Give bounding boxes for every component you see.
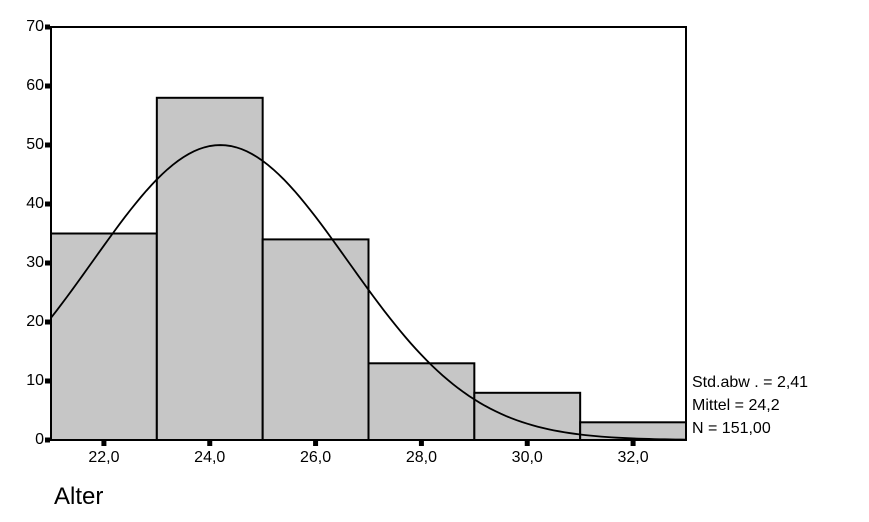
y-tick-mark [45,24,50,30]
x-tick-label: 26,0 [300,449,332,466]
y-tick-label: 0 [35,431,44,448]
y-tick-label: 40 [26,195,44,212]
y-tick-mark [45,83,50,89]
y-tick-label: 30 [26,254,44,271]
x-tick-mark [630,441,636,446]
y-tick-label: 70 [26,18,44,35]
x-axis-title: Alter [54,483,104,510]
y-tick-label: 10 [26,372,44,389]
x-tick-label: 24,0 [194,449,226,466]
y-tick-mark [45,260,50,266]
stat-line-stdabw: Std.abw . = 2,41 [692,374,809,391]
normal-curve [50,144,687,441]
x-tick-label: 22,0 [88,449,120,466]
histogram-bar [50,232,158,441]
y-tick-label: 60 [26,77,44,94]
histogram-bar [155,96,264,442]
x-tick-mark [207,441,213,446]
plot-frame [50,26,687,441]
x-tick-label: 32,0 [617,449,649,466]
stat-line-n: N = 151,00 [692,420,771,437]
x-tick-mark [524,441,530,446]
histogram-bar [367,362,476,441]
stats-annotation: Std.abw . = 2,41 Mittel = 24,2 N = 151,00 [692,371,808,440]
x-tick-label: 30,0 [511,449,543,466]
x-tick-mark [313,441,319,446]
x-tick-label: 28,0 [405,449,437,466]
histogram-bar [473,391,582,441]
stat-line-mittel: Mittel = 24,2 [692,397,780,414]
y-tick-mark [45,142,50,148]
y-tick-mark [45,319,50,325]
x-tick-mark [418,441,424,446]
y-tick-mark [45,378,50,384]
y-tick-mark [45,437,50,443]
histogram-bar [261,238,370,441]
y-tick-label: 50 [26,136,44,153]
x-tick-mark [101,441,107,446]
histogram-bar [579,421,688,441]
y-tick-mark [45,201,50,207]
y-tick-label: 20 [26,313,44,330]
